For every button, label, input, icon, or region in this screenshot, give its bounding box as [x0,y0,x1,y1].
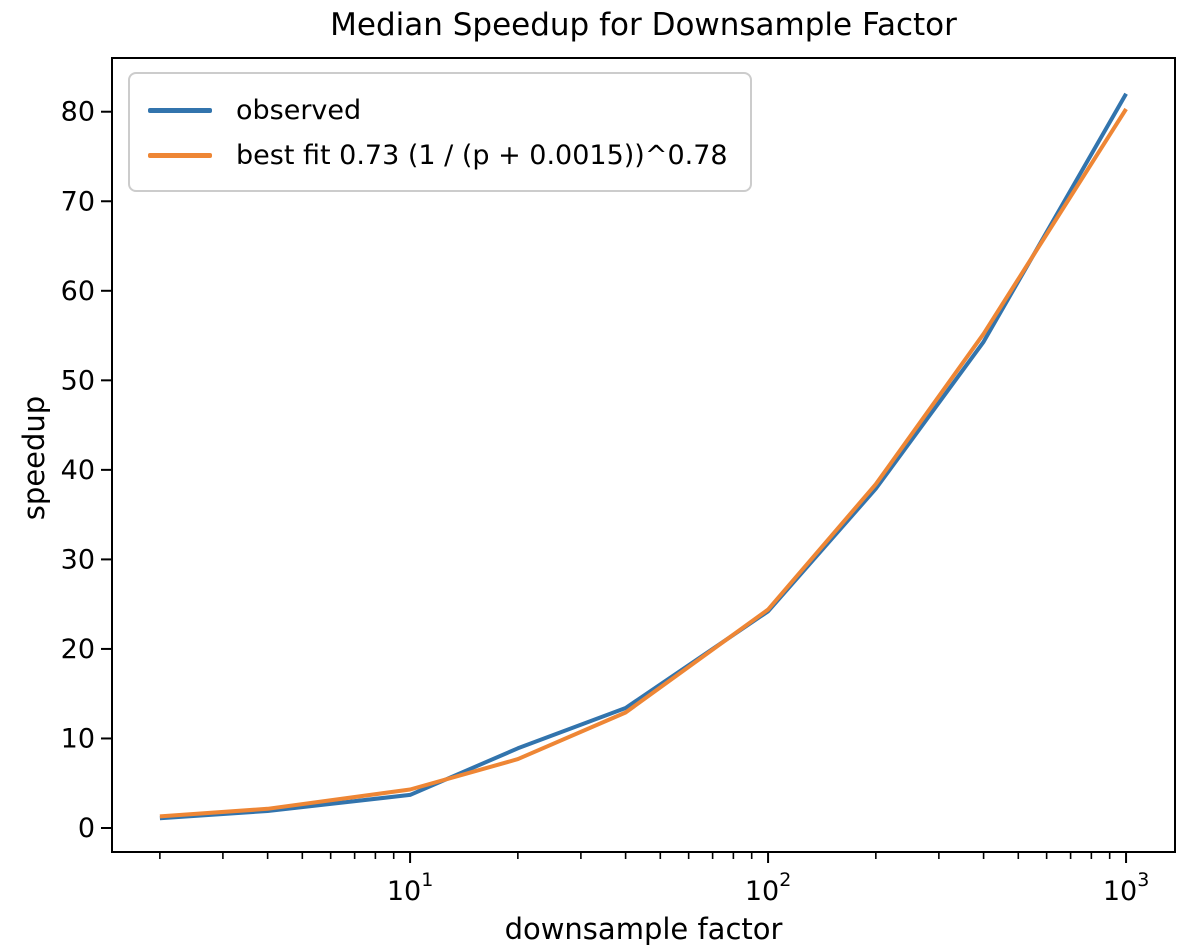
y-tick-label: 50 [61,365,95,396]
x-tick-label: 103 [1103,869,1149,907]
legend-item-best-fit: best fit 0.73 (1 / (p + 0.0015))^0.78 [148,133,728,178]
y-tick-label: 10 [61,723,95,754]
x-tick-label: 101 [387,869,433,907]
observed-line [159,92,1128,821]
legend-label-observed: observed [236,95,362,126]
y-tick-label: 60 [61,276,95,307]
legend-item-observed: observed [148,88,728,133]
legend: observed best fit 0.73 (1 / (p + 0.0015)… [128,72,752,192]
y-tick-label: 0 [78,813,95,844]
y-tick-label: 40 [61,455,95,486]
chart-title: Median Speedup for Downsample Factor [330,7,957,43]
observed-line-swatch [148,108,212,113]
y-tick-label: 70 [61,186,95,217]
y-axis-label: speedup [17,395,51,521]
y-tick-label: 20 [61,634,95,665]
y-tick-label: 30 [61,544,95,575]
y-tick-label: 80 [61,97,95,128]
axes-spines [111,57,1176,853]
x-tick-label: 102 [745,869,791,907]
x-axis-label: downsample factor [504,912,783,946]
best-fit-line [159,107,1128,819]
legend-label-best-fit: best fit 0.73 (1 / (p + 0.0015))^0.78 [236,140,728,171]
best-fit-line-swatch [148,153,212,158]
